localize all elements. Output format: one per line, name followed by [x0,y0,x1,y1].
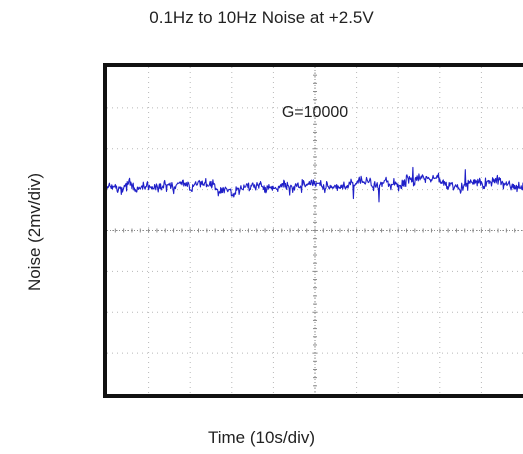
noise-trace-line [106,166,523,203]
gain-annotation: G=10000 [282,104,348,121]
noise-series [106,166,523,203]
chart-title: 0.1Hz to 10Hz Noise at +2.5V [149,8,374,27]
grid [107,67,523,394]
x-axis-label: Time (10s/div) [207,428,316,447]
plot-frame [103,63,523,398]
